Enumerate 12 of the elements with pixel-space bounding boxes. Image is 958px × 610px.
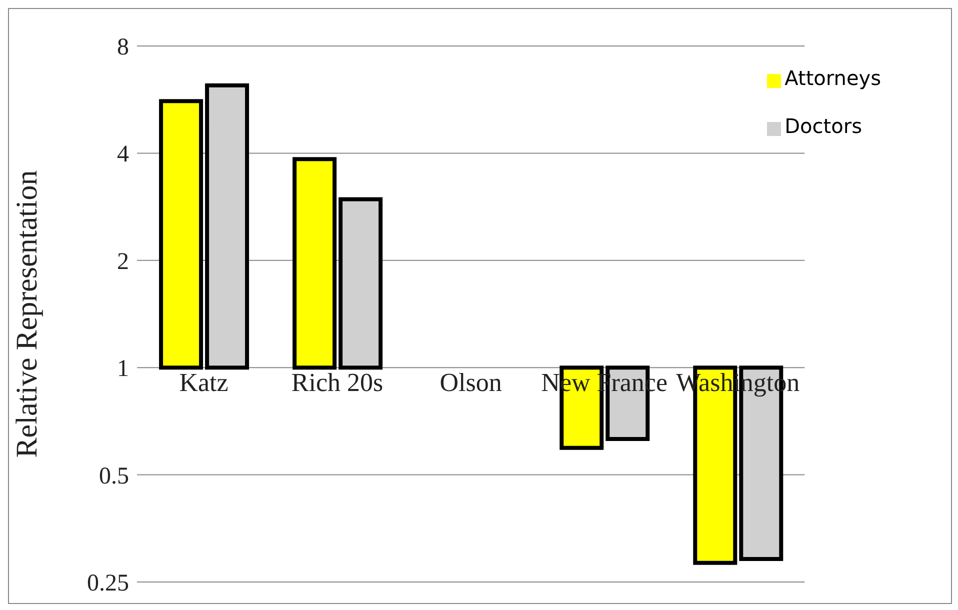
y-tick-label: 1: [117, 356, 129, 382]
legend-label: Attorneys: [784, 66, 881, 90]
y-tick-label: 0.5: [99, 463, 129, 490]
legend-label: Doctors: [784, 114, 862, 138]
y-tick-label: 2: [117, 248, 129, 275]
x-tick-label: Olson: [440, 368, 502, 398]
y-axis-title: Relative Representation: [10, 170, 44, 458]
y-tick-label: 8: [117, 34, 129, 61]
x-tick-label: Rich 20s: [291, 368, 384, 398]
x-tick-label: Katz: [179, 368, 228, 398]
y-tick-label: 4: [117, 142, 129, 168]
y-tick-label: 0.25: [87, 570, 129, 597]
